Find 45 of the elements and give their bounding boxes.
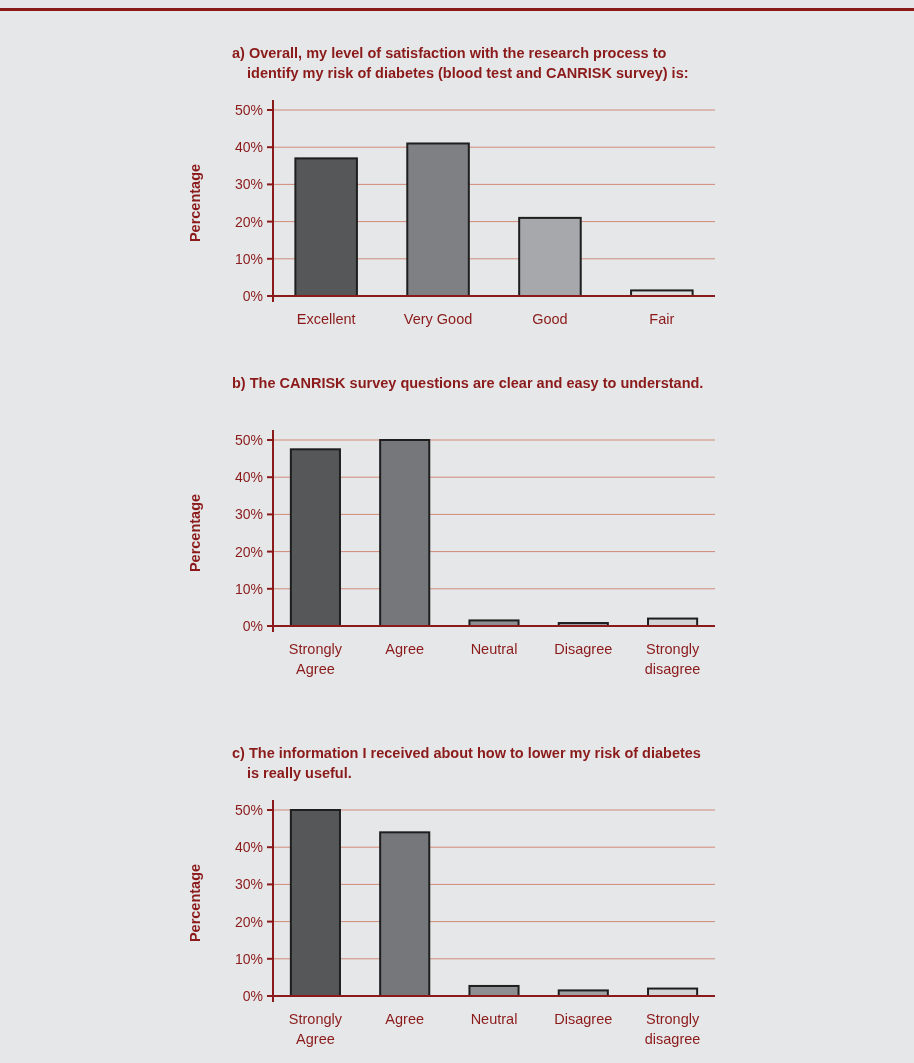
- y-tick-label: 0%: [242, 617, 263, 634]
- y-tick-label: 40%: [234, 139, 263, 156]
- y-tick-label: 50%: [234, 431, 263, 448]
- x-tick-label: Excellent: [296, 311, 356, 327]
- chart-title: c) The information I received about how to lower my risk of diabetes is really useful.: [232, 745, 701, 781]
- y-tick-label: 0%: [242, 987, 263, 1004]
- x-tick-label: Strongly disagree: [644, 1011, 701, 1047]
- y-axis-title: Percentage: [187, 863, 203, 943]
- bar: [379, 439, 431, 627]
- y-tick-label: 50%: [234, 801, 263, 818]
- y-tick-label: 30%: [234, 176, 263, 193]
- y-axis-title: Percentage: [187, 493, 203, 573]
- y-tick-label: 40%: [234, 469, 263, 486]
- x-tick-label: Disagree: [554, 1011, 613, 1027]
- y-tick-label: 10%: [234, 250, 263, 267]
- bar: [289, 809, 341, 997]
- x-tick-label: Fair: [649, 311, 675, 327]
- y-tick-label: 20%: [234, 213, 263, 230]
- chart-title: b) The CANRISK survey questions are clear and easy to understand.: [232, 375, 704, 391]
- y-tick-label: 10%: [234, 950, 263, 967]
- y-tick-label: 50%: [234, 101, 263, 118]
- x-tick-label: Agree: [385, 1011, 425, 1027]
- bar: [379, 831, 431, 997]
- y-tick-label: 20%: [234, 543, 263, 560]
- bar: [289, 448, 341, 627]
- y-tick-label: 40%: [234, 839, 263, 856]
- x-tick-label: Strongly disagree: [644, 641, 701, 677]
- bar: [294, 157, 358, 297]
- x-tick-label: Agree: [385, 641, 425, 657]
- y-tick-label: 20%: [234, 913, 263, 930]
- y-axis-title: Percentage: [187, 163, 203, 243]
- x-tick-label: Very Good: [403, 311, 473, 327]
- y-tick-label: 30%: [234, 506, 263, 523]
- x-tick-label: Good: [532, 311, 568, 327]
- x-tick-label: Strongly Agree: [288, 641, 343, 677]
- x-tick-label: Neutral: [470, 1011, 518, 1027]
- bar: [518, 216, 582, 297]
- y-tick-label: 10%: [234, 580, 263, 597]
- x-tick-label: Neutral: [470, 641, 518, 657]
- x-tick-label: Strongly Agree: [288, 1011, 343, 1047]
- y-tick-label: 30%: [234, 876, 263, 893]
- chart-title: a) Overall, my level of satisfaction with the research process to identify my risk of diabetes (blood test and CANRISK survey) is:: [232, 45, 689, 81]
- bar: [406, 142, 470, 297]
- y-tick-label: 0%: [242, 287, 263, 304]
- x-tick-label: Disagree: [554, 641, 613, 657]
